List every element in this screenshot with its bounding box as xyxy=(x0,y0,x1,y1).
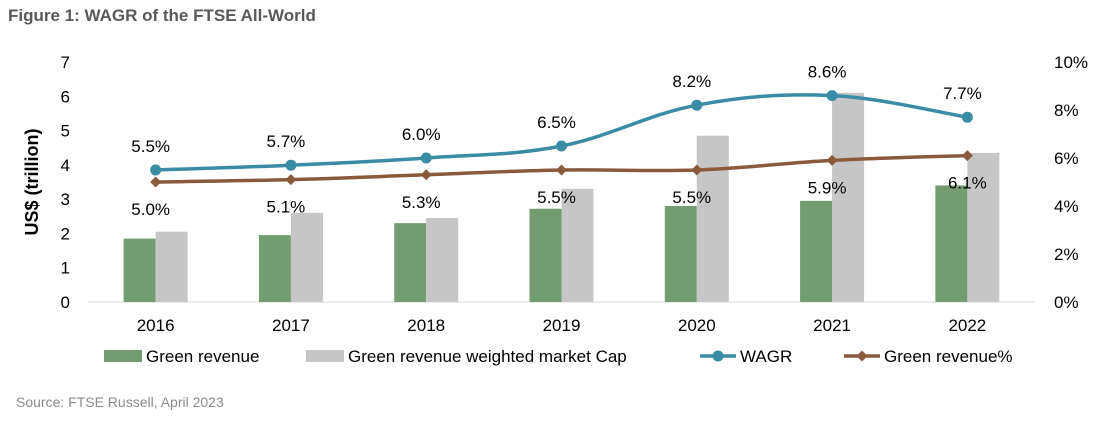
figure-title: Figure 1: WAGR of the FTSE All-World xyxy=(8,6,316,25)
bar xyxy=(935,185,968,302)
data-label: 5.3% xyxy=(402,193,441,212)
data-label: 5.5% xyxy=(672,188,711,207)
legend-label: WAGR xyxy=(740,347,792,366)
point xyxy=(826,154,838,166)
bar xyxy=(394,223,427,302)
x-tick-label: 2016 xyxy=(137,316,175,335)
point xyxy=(420,169,432,181)
data-label: 5.5% xyxy=(131,137,170,156)
data-label: 5.0% xyxy=(131,200,170,219)
axes-group: 0 1 2 3 4 5 6 7 0% 2% 4% 6% 8% 10% US$ (trillion) 2016 2… xyxy=(22,53,1088,335)
data-label: 7.7% xyxy=(943,84,982,103)
x-tick-label: 2022 xyxy=(948,316,986,335)
legend-item: Green revenue weighted market Cap xyxy=(306,347,627,366)
data-label: 6.0% xyxy=(402,125,441,144)
point xyxy=(556,164,567,176)
point xyxy=(420,152,432,164)
y-tick-label: 5 xyxy=(61,122,70,141)
point xyxy=(556,140,567,152)
point xyxy=(285,174,297,186)
point xyxy=(691,99,703,111)
y2-tick-label: 8% xyxy=(1054,101,1079,120)
legend-label: Green revenue% xyxy=(884,347,1013,366)
legend-swatch xyxy=(306,350,344,362)
data-label: 8.6% xyxy=(808,63,847,82)
data-label: 5.9% xyxy=(808,178,847,197)
data-label: 8.2% xyxy=(672,72,711,91)
y-tick-label: 3 xyxy=(61,190,70,209)
legend-swatch xyxy=(104,350,142,362)
bar xyxy=(664,206,697,302)
y2-tick-label: 6% xyxy=(1054,149,1079,168)
legend: Green revenue Green revenue weighted mark… xyxy=(104,347,1013,366)
y-tick-label: 2 xyxy=(61,224,70,243)
y-tick-label: 7 xyxy=(61,53,70,72)
bar xyxy=(561,188,594,302)
bar xyxy=(832,92,865,302)
bar xyxy=(529,208,562,302)
bar xyxy=(800,200,833,302)
data-label: 5.5% xyxy=(537,188,576,207)
bar xyxy=(696,135,729,302)
source-note: Source: FTSE Russell, April 2023 xyxy=(16,394,224,410)
y2-tick-label: 2% xyxy=(1054,245,1079,264)
point xyxy=(150,164,162,176)
point xyxy=(961,111,973,123)
y-axis-title: US$ (trillion) xyxy=(22,128,42,235)
bar xyxy=(155,231,188,302)
y2-tick-label: 4% xyxy=(1054,197,1079,216)
data-label: 5.7% xyxy=(267,132,306,151)
x-tick-label: 2018 xyxy=(407,316,445,335)
point xyxy=(285,159,297,171)
data-labels-group: 5.5% 5.7% 6.0% 6.5% 8.2% 8.6% 7.7% 5.0% 5.1% 5.3%… xyxy=(131,63,986,219)
lines-group xyxy=(150,90,973,188)
y-tick-label: 0 xyxy=(61,293,70,312)
legend-item: Green revenue% xyxy=(844,347,1013,366)
point xyxy=(826,90,838,102)
legend-item: Green revenue xyxy=(104,347,259,366)
legend-label: Green revenue xyxy=(146,347,259,366)
x-tick-label: 2017 xyxy=(272,316,310,335)
y-tick-label: 6 xyxy=(61,87,70,106)
point xyxy=(150,176,162,188)
y2-tick-label: 0% xyxy=(1054,293,1079,312)
bar xyxy=(290,212,323,302)
point xyxy=(961,150,973,162)
x-tick-label: 2020 xyxy=(678,316,716,335)
bar xyxy=(426,218,459,302)
bar xyxy=(258,235,291,302)
x-tick-label: 2021 xyxy=(813,316,851,335)
legend-item: WAGR xyxy=(700,347,792,366)
bar xyxy=(123,238,156,302)
data-label: 6.5% xyxy=(537,113,576,132)
x-tick-label: 2019 xyxy=(543,316,581,335)
point xyxy=(691,164,703,176)
legend-label: Green revenue weighted market Cap xyxy=(348,347,627,366)
bars-group xyxy=(123,92,1000,302)
y-tick-label: 4 xyxy=(61,156,70,175)
data-label: 6.1% xyxy=(948,174,987,193)
data-label: 5.1% xyxy=(267,198,306,217)
y-tick-label: 1 xyxy=(61,259,70,278)
bar xyxy=(967,152,1000,302)
y2-tick-label: 10% xyxy=(1054,53,1088,72)
